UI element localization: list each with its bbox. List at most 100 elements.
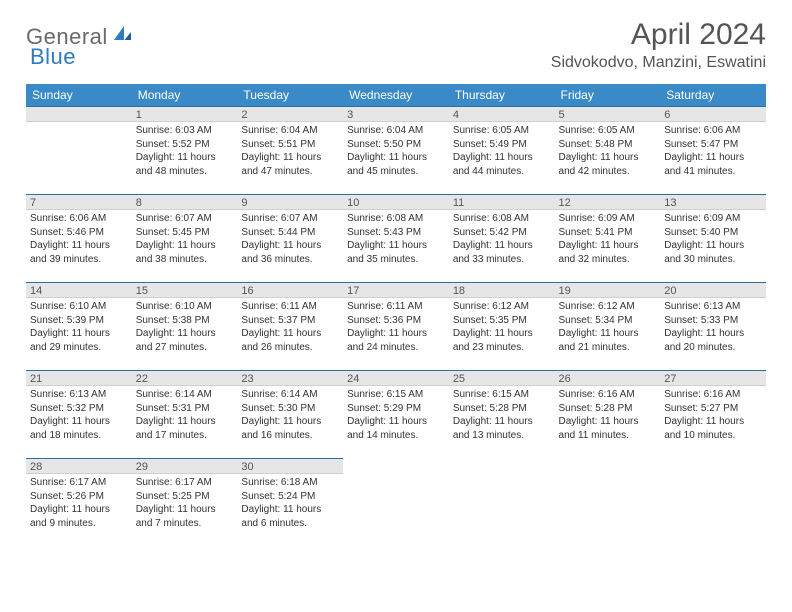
sunrise-line: Sunrise: 6:08 AM: [347, 212, 445, 226]
calendar-cell: 2Sunrise: 6:04 AMSunset: 5:51 PMDaylight…: [237, 106, 343, 194]
day-number: 3: [343, 106, 449, 122]
sunrise-line: Sunrise: 6:12 AM: [559, 300, 657, 314]
calendar-cell: 17Sunrise: 6:11 AMSunset: 5:36 PMDayligh…: [343, 282, 449, 370]
day-details: Sunrise: 6:16 AMSunset: 5:28 PMDaylight:…: [555, 386, 661, 444]
calendar-cell: 21Sunrise: 6:13 AMSunset: 5:32 PMDayligh…: [26, 370, 132, 458]
sunrise-line: Sunrise: 6:09 AM: [559, 212, 657, 226]
calendar-cell: 11Sunrise: 6:08 AMSunset: 5:42 PMDayligh…: [449, 194, 555, 282]
calendar-cell: 15Sunrise: 6:10 AMSunset: 5:38 PMDayligh…: [132, 282, 238, 370]
daylight-line: Daylight: 11 hours and 47 minutes.: [241, 151, 339, 178]
day-number: 4: [449, 106, 555, 122]
day-number: 28: [26, 458, 132, 474]
day-details: Sunrise: 6:11 AMSunset: 5:37 PMDaylight:…: [237, 298, 343, 356]
calendar-cell: 7Sunrise: 6:06 AMSunset: 5:46 PMDaylight…: [26, 194, 132, 282]
calendar-cell: [343, 458, 449, 546]
sunset-line: Sunset: 5:34 PM: [559, 314, 657, 328]
sunrise-line: Sunrise: 6:10 AM: [136, 300, 234, 314]
month-title: April 2024: [551, 18, 766, 52]
day-details: Sunrise: 6:12 AMSunset: 5:35 PMDaylight:…: [449, 298, 555, 356]
weekday-header: Wednesday: [343, 84, 449, 106]
calendar-cell: 24Sunrise: 6:15 AMSunset: 5:29 PMDayligh…: [343, 370, 449, 458]
calendar-cell: 10 Sunrise: 6:08 AMSunset: 5:43 PMDayligh…: [343, 194, 449, 282]
daylight-line: Daylight: 11 hours and 29 minutes.: [30, 327, 128, 354]
day-details: Sunrise: 6:09 AMSunset: 5:40 PMDaylight:…: [660, 210, 766, 268]
day-number: 7: [26, 194, 132, 210]
sunset-line: Sunset: 5:51 PM: [241, 138, 339, 152]
calendar-cell: 4Sunrise: 6:05 AMSunset: 5:49 PMDaylight…: [449, 106, 555, 194]
day-details: Sunrise: 6:03 AMSunset: 5:52 PMDaylight:…: [132, 122, 238, 180]
day-number: 11: [449, 194, 555, 210]
sunset-line: Sunset: 5:48 PM: [559, 138, 657, 152]
calendar-cell: [26, 106, 132, 194]
calendar-cell: 25Sunrise: 6:15 AMSunset: 5:28 PMDayligh…: [449, 370, 555, 458]
day-number: 27: [660, 370, 766, 386]
day-number-empty: [26, 106, 132, 122]
sunset-line: Sunset: 5:41 PM: [559, 226, 657, 240]
calendar-cell: 28Sunrise: 6:17 AMSunset: 5:26 PMDayligh…: [26, 458, 132, 546]
sunset-line: Sunset: 5:33 PM: [664, 314, 762, 328]
day-number: 12: [555, 194, 661, 210]
calendar-cell: 23Sunrise: 6:14 AMSunset: 5:30 PMDayligh…: [237, 370, 343, 458]
day-details: Sunrise: 6:16 AMSunset: 5:27 PMDaylight:…: [660, 386, 766, 444]
calendar-cell: 9Sunrise: 6:07 AMSunset: 5:44 PMDaylight…: [237, 194, 343, 282]
day-number: 10: [343, 194, 449, 210]
day-number: 22: [132, 370, 238, 386]
calendar-cell: 5Sunrise: 6:05 AMSunset: 5:48 PMDaylight…: [555, 106, 661, 194]
daylight-line: Daylight: 11 hours and 27 minutes.: [136, 327, 234, 354]
sunset-line: Sunset: 5:27 PM: [664, 402, 762, 416]
day-details: Sunrise: 6:10 AMSunset: 5:38 PMDaylight:…: [132, 298, 238, 356]
sunrise-line: Sunrise: 6:05 AM: [559, 124, 657, 138]
day-number: 21: [26, 370, 132, 386]
day-details: Sunrise: 6:15 AMSunset: 5:29 PMDaylight:…: [343, 386, 449, 444]
sunset-line: Sunset: 5:24 PM: [241, 490, 339, 504]
day-details: Sunrise: 6:11 AMSunset: 5:36 PMDaylight:…: [343, 298, 449, 356]
day-number: 2: [237, 106, 343, 122]
sunrise-line: Sunrise: 6:14 AM: [241, 388, 339, 402]
sunrise-line: Sunrise: 6:11 AM: [241, 300, 339, 314]
sunset-line: Sunset: 5:46 PM: [30, 226, 128, 240]
calendar-cell: 16Sunrise: 6:11 AMSunset: 5:37 PMDayligh…: [237, 282, 343, 370]
calendar-cell: [555, 458, 661, 546]
weekday-header: Friday: [555, 84, 661, 106]
day-number: 14: [26, 282, 132, 298]
daylight-line: Daylight: 11 hours and 38 minutes.: [136, 239, 234, 266]
day-details: Sunrise: 6:05 AMSunset: 5:48 PMDaylight:…: [555, 122, 661, 180]
day-details: Sunrise: 6:17 AMSunset: 5:26 PMDaylight:…: [26, 474, 132, 532]
calendar-cell: [660, 458, 766, 546]
daylight-line: Daylight: 11 hours and 17 minutes.: [136, 415, 234, 442]
calendar-cell: 20Sunrise: 6:13 AMSunset: 5:33 PMDayligh…: [660, 282, 766, 370]
daylight-line: Daylight: 11 hours and 13 minutes.: [453, 415, 551, 442]
sunset-line: Sunset: 5:32 PM: [30, 402, 128, 416]
calendar-cell: 26Sunrise: 6:16 AMSunset: 5:28 PMDayligh…: [555, 370, 661, 458]
calendar-week-row: 28Sunrise: 6:17 AMSunset: 5:26 PMDayligh…: [26, 458, 766, 546]
day-details: Sunrise: 6:10 AMSunset: 5:39 PMDaylight:…: [26, 298, 132, 356]
day-details: Sunrise: 6:15 AMSunset: 5:28 PMDaylight:…: [449, 386, 555, 444]
calendar-cell: 18Sunrise: 6:12 AMSunset: 5:35 PMDayligh…: [449, 282, 555, 370]
sunset-line: Sunset: 5:43 PM: [347, 226, 445, 240]
day-details: Sunrise: 6:06 AMSunset: 5:46 PMDaylight:…: [26, 210, 132, 268]
day-number: 20: [660, 282, 766, 298]
calendar-cell: 29Sunrise: 6:17 AMSunset: 5:25 PMDayligh…: [132, 458, 238, 546]
header: General April 2024 Sidvokodvo, Manzini, …: [26, 18, 766, 72]
sunrise-line: Sunrise: 6:05 AM: [453, 124, 551, 138]
weekday-header: Tuesday: [237, 84, 343, 106]
daylight-line: Daylight: 11 hours and 35 minutes.: [347, 239, 445, 266]
daylight-line: Daylight: 11 hours and 45 minutes.: [347, 151, 445, 178]
day-details: Sunrise: 6:07 AMSunset: 5:45 PMDaylight:…: [132, 210, 238, 268]
daylight-line: Daylight: 11 hours and 26 minutes.: [241, 327, 339, 354]
daylight-line: Daylight: 11 hours and 21 minutes.: [559, 327, 657, 354]
sunset-line: Sunset: 5:45 PM: [136, 226, 234, 240]
brand-text-blue: Blue: [30, 44, 76, 69]
sunset-line: Sunset: 5:35 PM: [453, 314, 551, 328]
day-number: 30: [237, 458, 343, 474]
calendar-head: SundayMondayTuesdayWednesdayThursdayFrid…: [26, 84, 766, 106]
sunrise-line: Sunrise: 6:11 AM: [347, 300, 445, 314]
sunset-line: Sunset: 5:25 PM: [136, 490, 234, 504]
day-number: 23: [237, 370, 343, 386]
daylight-line: Daylight: 11 hours and 20 minutes.: [664, 327, 762, 354]
day-details: Sunrise: 6:08 AMSunset: 5:42 PMDaylight:…: [449, 210, 555, 268]
sunrise-line: Sunrise: 6:09 AM: [664, 212, 762, 226]
sunrise-line: Sunrise: 6:08 AM: [453, 212, 551, 226]
sunset-line: Sunset: 5:42 PM: [453, 226, 551, 240]
calendar-cell: 1Sunrise: 6:03 AMSunset: 5:52 PMDaylight…: [132, 106, 238, 194]
